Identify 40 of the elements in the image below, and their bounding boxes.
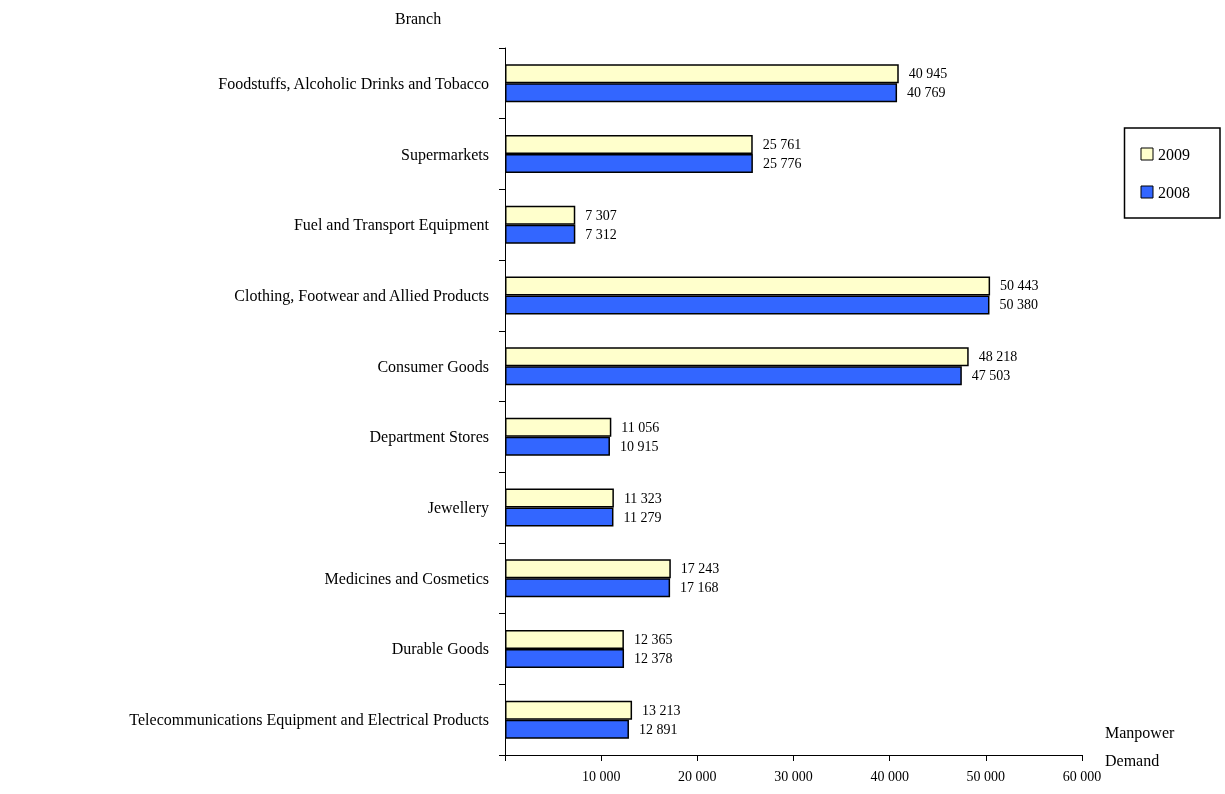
data-label: 25 776	[762, 156, 802, 172]
data-label: 12 378	[634, 650, 673, 666]
data-label: 13 213	[642, 702, 681, 718]
y-tick-label: Department Stores	[369, 428, 489, 447]
data-label: 11 279	[623, 509, 662, 525]
legend-label: 2009	[1158, 145, 1190, 163]
data-label: 40 769	[907, 85, 946, 101]
x-tick-label: 40 000	[870, 768, 909, 784]
data-label: 10 915	[619, 438, 659, 454]
y-tick-label: Supermarkets	[401, 145, 489, 164]
data-label: 40 945	[908, 66, 948, 82]
x-tick-label: 60 000	[1062, 768, 1102, 784]
y-tick-label: Consumer Goods	[377, 357, 489, 375]
data-label: 50 443	[1000, 278, 1039, 294]
data-label: 11 056	[621, 419, 660, 435]
y-tick-label: Medicines and Cosmetics	[324, 569, 489, 587]
y-tick-label: Telecommunications Equipment and Electrical Products	[129, 711, 489, 730]
data-label: 17 243	[680, 561, 720, 577]
x-axis-title: Manpower Demand	[1105, 723, 1179, 769]
data-label: 7 307	[585, 207, 617, 223]
y-tick-label: Clothing, Footwear and Allied Products	[234, 286, 489, 305]
data-label: 11 323	[623, 490, 662, 506]
data-label: 50 380	[999, 297, 1038, 313]
y-tick-label: Jewellery	[427, 499, 489, 518]
legend-label: 2008	[1158, 183, 1190, 201]
x-tick-label: 20 000	[678, 768, 717, 784]
x-tick-label: 30 000	[774, 768, 813, 784]
y-axis-title: Branch	[395, 9, 442, 27]
y-tick-label: Durable Goods	[391, 640, 489, 658]
y-tick-label: Fuel and Transport Equipment	[293, 216, 490, 235]
data-label: 48 218	[978, 349, 1018, 365]
data-label: 7 312	[585, 226, 617, 242]
data-label: 12 891	[638, 721, 678, 737]
data-label: 25 761	[762, 137, 802, 153]
data-label: 17 168	[680, 580, 719, 596]
data-label: 12 365	[633, 631, 673, 647]
x-tick-label: 10 000	[581, 768, 621, 784]
x-tick-label: 50 000	[966, 768, 1006, 784]
data-label: 47 503	[971, 368, 1011, 384]
y-tick-label: Foodstuffs, Alcoholic Drinks and Tobacco	[218, 74, 489, 92]
